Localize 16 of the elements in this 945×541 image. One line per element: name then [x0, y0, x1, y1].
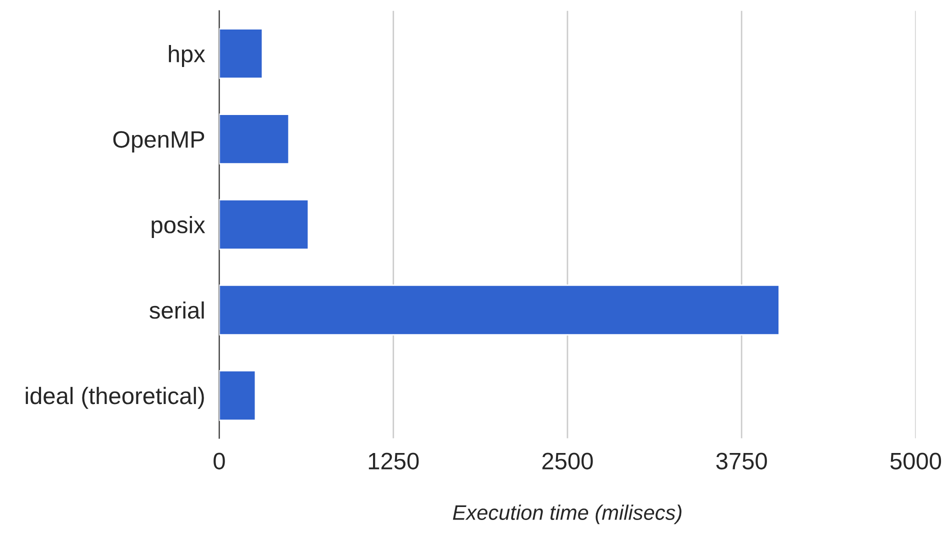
bar — [219, 28, 264, 80]
y-tick-label: OpenMP — [113, 131, 204, 152]
x-tick-label: 3750 — [716, 452, 767, 470]
y-tick-label: posix — [152, 216, 206, 238]
x-tick-label: 2500 — [542, 452, 593, 470]
y-tick-label: hpx — [168, 45, 206, 68]
x-axis-title: Execution time (milisecs) — [452, 504, 682, 524]
y-tick-label: ideal (theoretical) — [26, 386, 204, 409]
x-tick-label: 0 — [214, 452, 225, 470]
x-tick-label: 5000 — [890, 452, 942, 470]
bar — [219, 199, 310, 250]
bar — [219, 370, 256, 421]
bar — [219, 114, 290, 165]
bar — [219, 284, 780, 336]
y-tick-label: serial — [150, 301, 204, 319]
x-tick-label: 1250 — [368, 452, 419, 470]
